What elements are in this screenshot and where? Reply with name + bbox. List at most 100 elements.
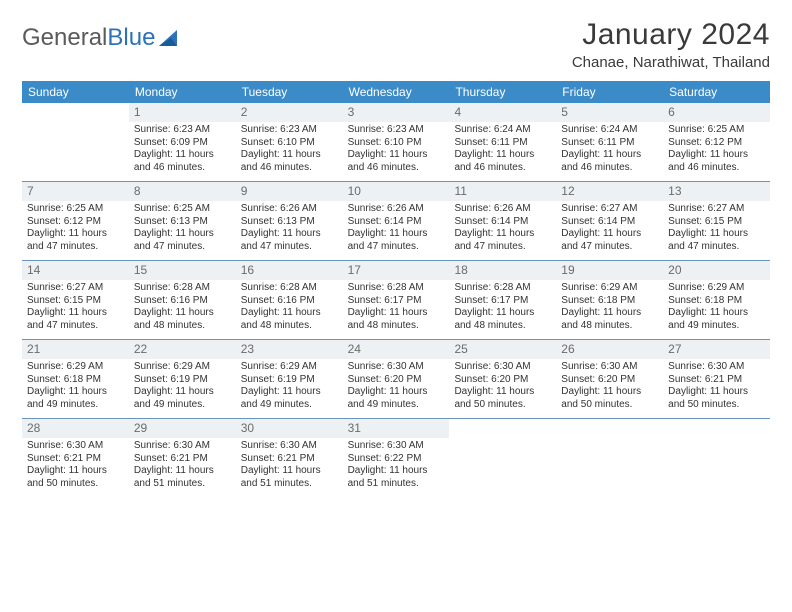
sunset-text: Sunset: 6:21 PM: [134, 453, 231, 466]
day-cell: 29Sunrise: 6:30 AMSunset: 6:21 PMDayligh…: [129, 419, 236, 497]
day-body: Sunrise: 6:24 AMSunset: 6:11 PMDaylight:…: [556, 122, 663, 178]
sunset-text: Sunset: 6:18 PM: [27, 374, 124, 387]
sunset-text: Sunset: 6:18 PM: [668, 295, 765, 308]
sunset-text: Sunset: 6:15 PM: [668, 216, 765, 229]
daylight-text: Daylight: 11 hours and 51 minutes.: [348, 465, 445, 490]
sunrise-text: Sunrise: 6:25 AM: [27, 203, 124, 216]
day-cell: 18Sunrise: 6:28 AMSunset: 6:17 PMDayligh…: [449, 261, 556, 339]
day-cell: 26Sunrise: 6:30 AMSunset: 6:20 PMDayligh…: [556, 340, 663, 418]
day-number: 30: [236, 419, 343, 438]
sunset-text: Sunset: 6:09 PM: [134, 137, 231, 150]
sunset-text: Sunset: 6:22 PM: [348, 453, 445, 466]
day-number: 18: [449, 261, 556, 280]
daylight-text: Daylight: 11 hours and 47 minutes.: [27, 307, 124, 332]
daylight-text: Daylight: 11 hours and 47 minutes.: [348, 228, 445, 253]
day-cell: 15Sunrise: 6:28 AMSunset: 6:16 PMDayligh…: [129, 261, 236, 339]
daylight-text: Daylight: 11 hours and 47 minutes.: [454, 228, 551, 253]
day-number: 6: [663, 103, 770, 122]
weekday-wednesday: Wednesday: [343, 81, 450, 103]
day-body: Sunrise: 6:29 AMSunset: 6:18 PMDaylight:…: [556, 280, 663, 336]
day-body: Sunrise: 6:29 AMSunset: 6:19 PMDaylight:…: [129, 359, 236, 415]
sunset-text: Sunset: 6:14 PM: [454, 216, 551, 229]
day-number: 11: [449, 182, 556, 201]
daylight-text: Daylight: 11 hours and 48 minutes.: [348, 307, 445, 332]
sunset-text: Sunset: 6:11 PM: [561, 137, 658, 150]
day-body: Sunrise: 6:27 AMSunset: 6:15 PMDaylight:…: [22, 280, 129, 336]
day-number: 21: [22, 340, 129, 359]
weekday-sunday: Sunday: [22, 81, 129, 103]
day-number: 7: [22, 182, 129, 201]
day-number: 10: [343, 182, 450, 201]
day-cell: 25Sunrise: 6:30 AMSunset: 6:20 PMDayligh…: [449, 340, 556, 418]
sunset-text: Sunset: 6:21 PM: [668, 374, 765, 387]
day-cell: 7Sunrise: 6:25 AMSunset: 6:12 PMDaylight…: [22, 182, 129, 260]
day-body: Sunrise: 6:29 AMSunset: 6:18 PMDaylight:…: [22, 359, 129, 415]
title-block: January 2024 Chanae, Narathiwat, Thailan…: [572, 18, 770, 71]
sunrise-text: Sunrise: 6:27 AM: [668, 203, 765, 216]
calendar: Sunday Monday Tuesday Wednesday Thursday…: [22, 81, 770, 497]
sunset-text: Sunset: 6:11 PM: [454, 137, 551, 150]
daylight-text: Daylight: 11 hours and 46 minutes.: [241, 149, 338, 174]
daylight-text: Daylight: 11 hours and 46 minutes.: [561, 149, 658, 174]
weekday-monday: Monday: [129, 81, 236, 103]
day-body: Sunrise: 6:30 AMSunset: 6:21 PMDaylight:…: [22, 438, 129, 494]
day-body: Sunrise: 6:25 AMSunset: 6:12 PMDaylight:…: [663, 122, 770, 178]
sunrise-text: Sunrise: 6:29 AM: [134, 361, 231, 374]
day-cell: 22Sunrise: 6:29 AMSunset: 6:19 PMDayligh…: [129, 340, 236, 418]
day-cell: 30Sunrise: 6:30 AMSunset: 6:21 PMDayligh…: [236, 419, 343, 497]
day-cell: 5Sunrise: 6:24 AMSunset: 6:11 PMDaylight…: [556, 103, 663, 181]
sunrise-text: Sunrise: 6:23 AM: [134, 124, 231, 137]
day-cell: 16Sunrise: 6:28 AMSunset: 6:16 PMDayligh…: [236, 261, 343, 339]
day-number: 2: [236, 103, 343, 122]
day-number: 12: [556, 182, 663, 201]
daylight-text: Daylight: 11 hours and 49 minutes.: [241, 386, 338, 411]
daylight-text: Daylight: 11 hours and 47 minutes.: [668, 228, 765, 253]
daylight-text: Daylight: 11 hours and 46 minutes.: [348, 149, 445, 174]
day-body: Sunrise: 6:27 AMSunset: 6:15 PMDaylight:…: [663, 201, 770, 257]
day-number: 8: [129, 182, 236, 201]
weekday-tuesday: Tuesday: [236, 81, 343, 103]
week-row: 14Sunrise: 6:27 AMSunset: 6:15 PMDayligh…: [22, 261, 770, 340]
sunrise-text: Sunrise: 6:29 AM: [561, 282, 658, 295]
day-number: 29: [129, 419, 236, 438]
day-body: Sunrise: 6:30 AMSunset: 6:21 PMDaylight:…: [236, 438, 343, 494]
daylight-text: Daylight: 11 hours and 49 minutes.: [348, 386, 445, 411]
brand-part1: General: [22, 24, 107, 52]
sunset-text: Sunset: 6:12 PM: [668, 137, 765, 150]
week-row: 28Sunrise: 6:30 AMSunset: 6:21 PMDayligh…: [22, 419, 770, 497]
day-cell: 19Sunrise: 6:29 AMSunset: 6:18 PMDayligh…: [556, 261, 663, 339]
sunrise-text: Sunrise: 6:29 AM: [668, 282, 765, 295]
sunrise-text: Sunrise: 6:23 AM: [241, 124, 338, 137]
day-body: Sunrise: 6:23 AMSunset: 6:10 PMDaylight:…: [236, 122, 343, 178]
day-number: 23: [236, 340, 343, 359]
sunrise-text: Sunrise: 6:30 AM: [134, 440, 231, 453]
day-body: Sunrise: 6:23 AMSunset: 6:09 PMDaylight:…: [129, 122, 236, 178]
day-cell: 6Sunrise: 6:25 AMSunset: 6:12 PMDaylight…: [663, 103, 770, 181]
day-cell: 23 Sunrise: 6:29 AMSunset: 6:19 PMDayligh…: [236, 340, 343, 418]
sunset-text: Sunset: 6:19 PM: [241, 374, 338, 387]
sunrise-text: Sunrise: 6:23 AM: [348, 124, 445, 137]
sunset-text: Sunset: 6:12 PM: [27, 216, 124, 229]
sail-icon: [157, 28, 179, 48]
daylight-text: Daylight: 11 hours and 47 minutes.: [561, 228, 658, 253]
week-row: 7 Sunrise: 6:25 AMSunset: 6:12 PM Daylight…: [22, 182, 770, 261]
day-number: 3: [343, 103, 450, 122]
day-body: Sunrise: 6:28 AMSunset: 6:17 PMDaylight:…: [449, 280, 556, 336]
day-cell: 31Sunrise: 6:30 AMSunset: 6:22 PMDayligh…: [343, 419, 450, 497]
day-cell: 11 Sunrise: 6:26 AMSunset: 6:14 PMDayligh…: [449, 182, 556, 260]
day-number: 27: [663, 340, 770, 359]
daylight-text: Daylight: 11 hours and 50 minutes.: [561, 386, 658, 411]
sunset-text: Sunset: 6:10 PM: [241, 137, 338, 150]
sunrise-text: Sunrise: 6:29 AM: [241, 361, 338, 374]
sunrise-text: Sunrise: 6:26 AM: [454, 203, 551, 216]
day-body: Sunrise: 6:30 AMSunset: 6:20 PMDaylight:…: [556, 359, 663, 415]
day-body: Sunrise: 6:28 AMSunset: 6:17 PMDaylight:…: [343, 280, 450, 336]
daylight-text: Daylight: 11 hours and 47 minutes.: [241, 228, 338, 253]
week-row: 21Sunrise: 6:29 AMSunset: 6:18 PMDayligh…: [22, 340, 770, 419]
day-number: 9: [236, 182, 343, 201]
day-body: Sunrise: 6:30 AMSunset: 6:21 PMDaylight:…: [663, 359, 770, 415]
sunrise-text: Sunrise: 6:26 AM: [348, 203, 445, 216]
day-cell: .: [663, 419, 770, 497]
day-cell: 21Sunrise: 6:29 AMSunset: 6:18 PMDayligh…: [22, 340, 129, 418]
day-body: Sunrise: 6:28 AMSunset: 6:16 PMDaylight:…: [236, 280, 343, 336]
